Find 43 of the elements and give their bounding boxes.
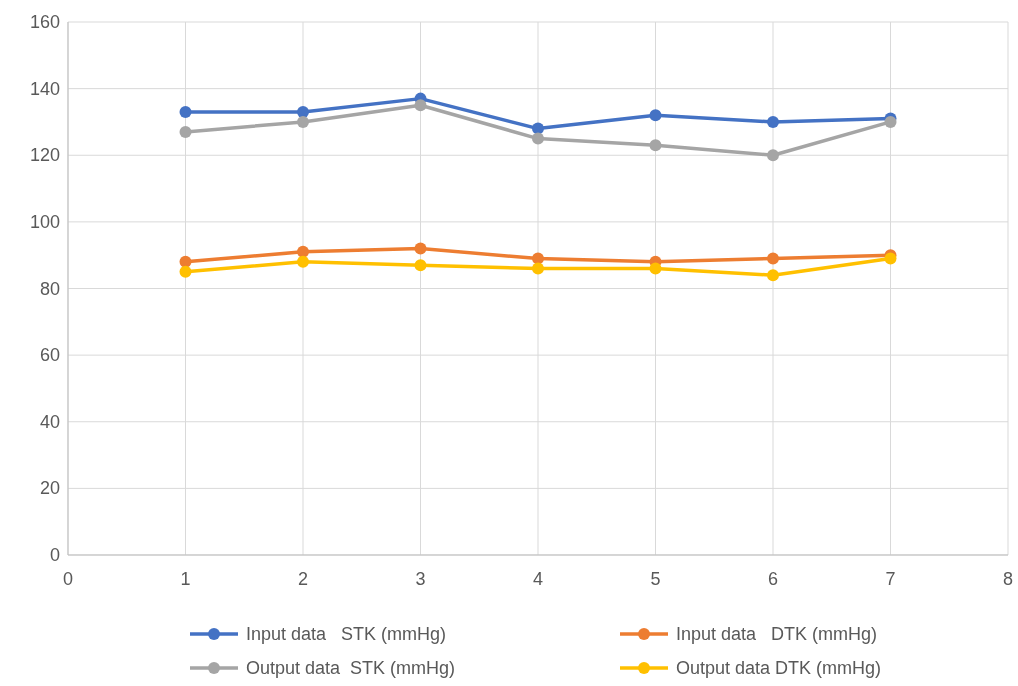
y-tick-label: 140 <box>29 78 60 99</box>
y-tick-label: 20 <box>39 478 60 499</box>
point <box>649 262 662 275</box>
point <box>767 149 779 162</box>
point <box>297 115 309 128</box>
x-tick-label: 6 <box>767 569 779 589</box>
point <box>297 105 309 118</box>
point <box>414 242 427 255</box>
point <box>649 139 662 152</box>
point <box>649 109 662 122</box>
point <box>767 115 779 128</box>
point <box>179 125 192 138</box>
point <box>297 245 309 258</box>
x-tick-label: 2 <box>297 569 309 589</box>
point <box>414 259 427 272</box>
x-tick-label: 5 <box>650 569 661 589</box>
y-tick-label: 160 <box>29 12 60 32</box>
point <box>179 105 192 118</box>
point <box>179 265 192 278</box>
point <box>532 132 544 145</box>
point <box>767 252 779 265</box>
point <box>767 269 779 282</box>
legend-label: Output data STK (mmHg) <box>246 658 456 678</box>
y-tick-label: 120 <box>29 145 60 166</box>
y-tick-label: 80 <box>39 278 60 299</box>
legend-label: Input data STK (mmHg) <box>246 624 447 644</box>
legend-label: Input data DTK (mmHg) <box>676 624 878 644</box>
point <box>532 122 544 135</box>
x-tick-label: 7 <box>885 569 896 589</box>
y-tick-label: 0 <box>49 545 60 565</box>
x-tick-label: 4 <box>532 569 544 589</box>
x-tick-label: 8 <box>1002 569 1014 589</box>
point <box>532 262 544 275</box>
y-tick-label: 100 <box>29 211 60 232</box>
x-tick-label: 1 <box>180 569 191 589</box>
y-tick-label: 60 <box>39 345 60 366</box>
y-tick-label: 40 <box>39 411 60 432</box>
point <box>297 255 309 268</box>
legend-label: Output data DTK (mmHg) <box>676 658 882 678</box>
point <box>532 252 544 265</box>
x-tick-label: 0 <box>62 569 74 589</box>
x-tick-label: 3 <box>415 569 426 589</box>
point <box>414 99 427 112</box>
